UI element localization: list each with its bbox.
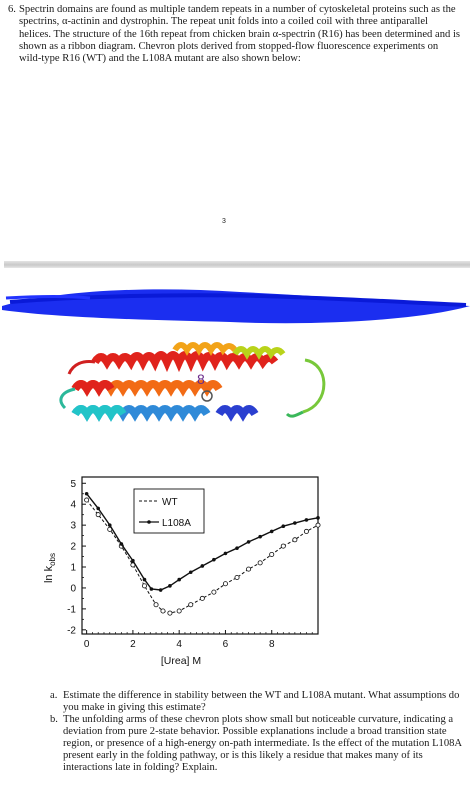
data-point-l108a [223, 551, 228, 556]
y-ticks: 5 4 3 2 1 0 -1 -2 [67, 479, 86, 636]
data-point-l108a [258, 534, 262, 539]
series-line-l108a [86, 493, 319, 591]
x-tick-label: 6 [223, 639, 229, 650]
data-point-wt [222, 581, 228, 587]
sub-question-b: b. The unfolding arms of these chevron p… [50, 714, 466, 774]
data-point-l108a [142, 577, 147, 582]
x-tick-label: 2 [130, 639, 136, 650]
data-point-wt [257, 560, 263, 566]
data-point-l108a [84, 491, 89, 496]
data-point-wt [95, 512, 101, 518]
ribbon-label: 8 [197, 371, 205, 387]
data-point-l108a [168, 584, 172, 588]
data-point-l108a [188, 570, 193, 575]
y-tick-label: -2 [67, 625, 76, 636]
sub-question-letter: a. [50, 690, 58, 701]
data-point-l108a [158, 588, 163, 592]
ylabel-sub: obs [48, 553, 57, 566]
data-point-l108a [96, 506, 100, 511]
data-point-l108a [316, 516, 320, 520]
legend-marker-l108a [147, 520, 151, 524]
legend-box [133, 488, 205, 534]
data-point-l108a [177, 577, 181, 582]
data-point-l108a [281, 524, 286, 528]
sub-question-a: a. Estimate the difference in stability … [50, 690, 466, 714]
y-tick-label: -1 [67, 604, 76, 615]
sub-question-text: Estimate the difference in stability bet… [63, 690, 460, 713]
y-tick-label: 5 [70, 479, 76, 490]
data-point-l108a [269, 529, 274, 534]
y-tick-label: 4 [70, 500, 76, 511]
data-point-wt [246, 566, 252, 572]
data-point-l108a [293, 521, 297, 525]
x-tick-label: 8 [269, 639, 275, 650]
ylabel-main: ln k [43, 565, 55, 583]
data-point-wt [303, 528, 309, 534]
series-layer [84, 491, 321, 616]
sub-question-letter: b. [50, 714, 58, 725]
data-point-l108a [212, 557, 216, 562]
y-tick-label: 0 [70, 583, 76, 594]
data-point-wt [199, 595, 205, 601]
data-point-wt [234, 574, 240, 580]
ribbon-diagram: 8 [59, 342, 326, 422]
sub-question-text: The unfolding arms of these chevron plot… [63, 714, 462, 773]
chevron-plot: ln kobs 5 4 3 2 1 0 -1 -2 0 2 4 6 8 WT L108A [Urea]… [43, 476, 321, 667]
data-point-l108a [119, 542, 124, 546]
data-point-wt [315, 522, 321, 528]
data-point-l108a [131, 558, 135, 563]
data-point-l108a [235, 546, 239, 550]
data-point-wt [153, 602, 159, 608]
question-text: Spectrin domains are found as multiple t… [19, 4, 461, 65]
data-point-wt [160, 608, 166, 614]
sub-questions: a. Estimate the difference in stability … [50, 690, 466, 774]
data-point-l108a [246, 540, 251, 544]
data-point-wt [280, 543, 286, 549]
x-axis-label: [Urea] M [161, 655, 201, 667]
legend-label-l108a: L108A [162, 518, 191, 529]
data-point-wt [84, 497, 90, 503]
y-axis-label: ln kobs [43, 553, 57, 583]
x-tick-label: 0 [84, 639, 90, 650]
legend: WT L108A [133, 488, 205, 534]
x-ticks: 0 2 4 6 8 [84, 630, 313, 650]
y-tick-label: 2 [70, 542, 76, 553]
plot-frame [81, 476, 319, 635]
data-point-wt [141, 583, 147, 589]
data-point-wt [167, 610, 173, 616]
data-point-wt [211, 589, 217, 595]
page-divider [4, 261, 470, 268]
data-point-wt [188, 602, 194, 608]
y-tick-label: 3 [70, 521, 76, 532]
question-number: 6. [8, 4, 16, 15]
series-line-wt [86, 499, 319, 614]
data-point-wt [292, 537, 298, 543]
page-number: 3 [222, 218, 226, 225]
helix-top [91, 351, 279, 373]
blue-marker-scribble [2, 289, 470, 324]
x-tick-label: 4 [176, 639, 182, 650]
data-point-l108a [107, 523, 112, 527]
data-point-l108a [149, 587, 154, 591]
svg-text:ln kobs: ln kobs [43, 553, 57, 583]
legend-label-wt: WT [162, 497, 178, 508]
data-point-l108a [304, 518, 309, 522]
question-6: 6. Spectrin domains are found as multipl… [8, 4, 460, 65]
data-point-wt [269, 551, 275, 557]
data-point-wt [176, 608, 182, 614]
y-tick-label: 1 [70, 563, 76, 574]
data-point-l108a [200, 564, 205, 568]
